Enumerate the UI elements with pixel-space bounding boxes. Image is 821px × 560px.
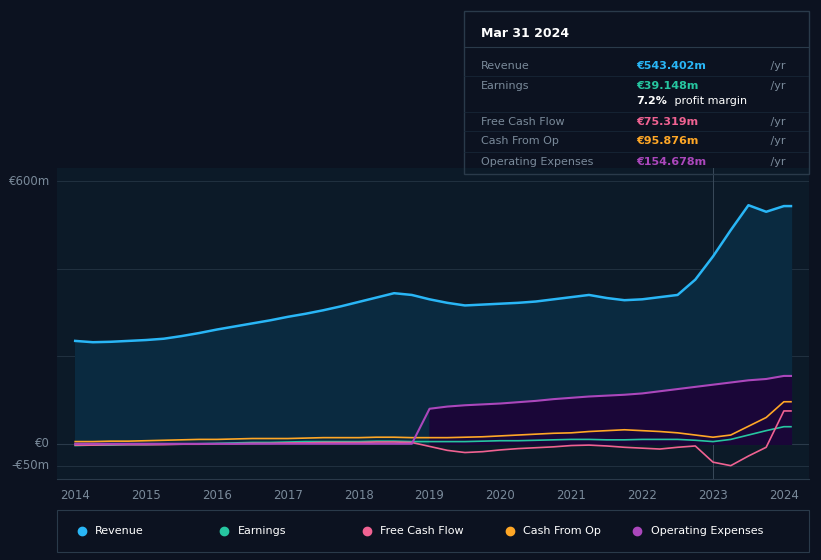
Text: /yr: /yr — [768, 116, 786, 127]
Text: /yr: /yr — [768, 136, 786, 146]
Text: €600m: €600m — [9, 175, 50, 188]
Text: 7.2%: 7.2% — [636, 96, 667, 105]
Text: €39.148m: €39.148m — [636, 81, 699, 91]
Text: /yr: /yr — [768, 81, 786, 91]
Text: /yr: /yr — [768, 157, 786, 167]
Text: profit margin: profit margin — [671, 96, 747, 105]
Text: Earnings: Earnings — [238, 526, 287, 535]
Text: Operating Expenses: Operating Expenses — [651, 526, 764, 535]
Text: /yr: /yr — [768, 62, 786, 72]
Text: Free Cash Flow: Free Cash Flow — [380, 526, 464, 535]
Text: €95.876m: €95.876m — [636, 136, 699, 146]
Text: €543.402m: €543.402m — [636, 62, 706, 72]
Text: -€50m: -€50m — [11, 459, 50, 472]
Text: Operating Expenses: Operating Expenses — [481, 157, 594, 167]
Text: Cash From Op: Cash From Op — [481, 136, 559, 146]
Text: €75.319m: €75.319m — [636, 116, 699, 127]
Text: €154.678m: €154.678m — [636, 157, 706, 167]
Text: €0: €0 — [35, 437, 50, 450]
Text: Cash From Op: Cash From Op — [523, 526, 601, 535]
Text: Free Cash Flow: Free Cash Flow — [481, 116, 565, 127]
Text: Revenue: Revenue — [481, 62, 530, 72]
Text: Mar 31 2024: Mar 31 2024 — [481, 27, 569, 40]
Text: Earnings: Earnings — [481, 81, 530, 91]
Text: Revenue: Revenue — [95, 526, 144, 535]
